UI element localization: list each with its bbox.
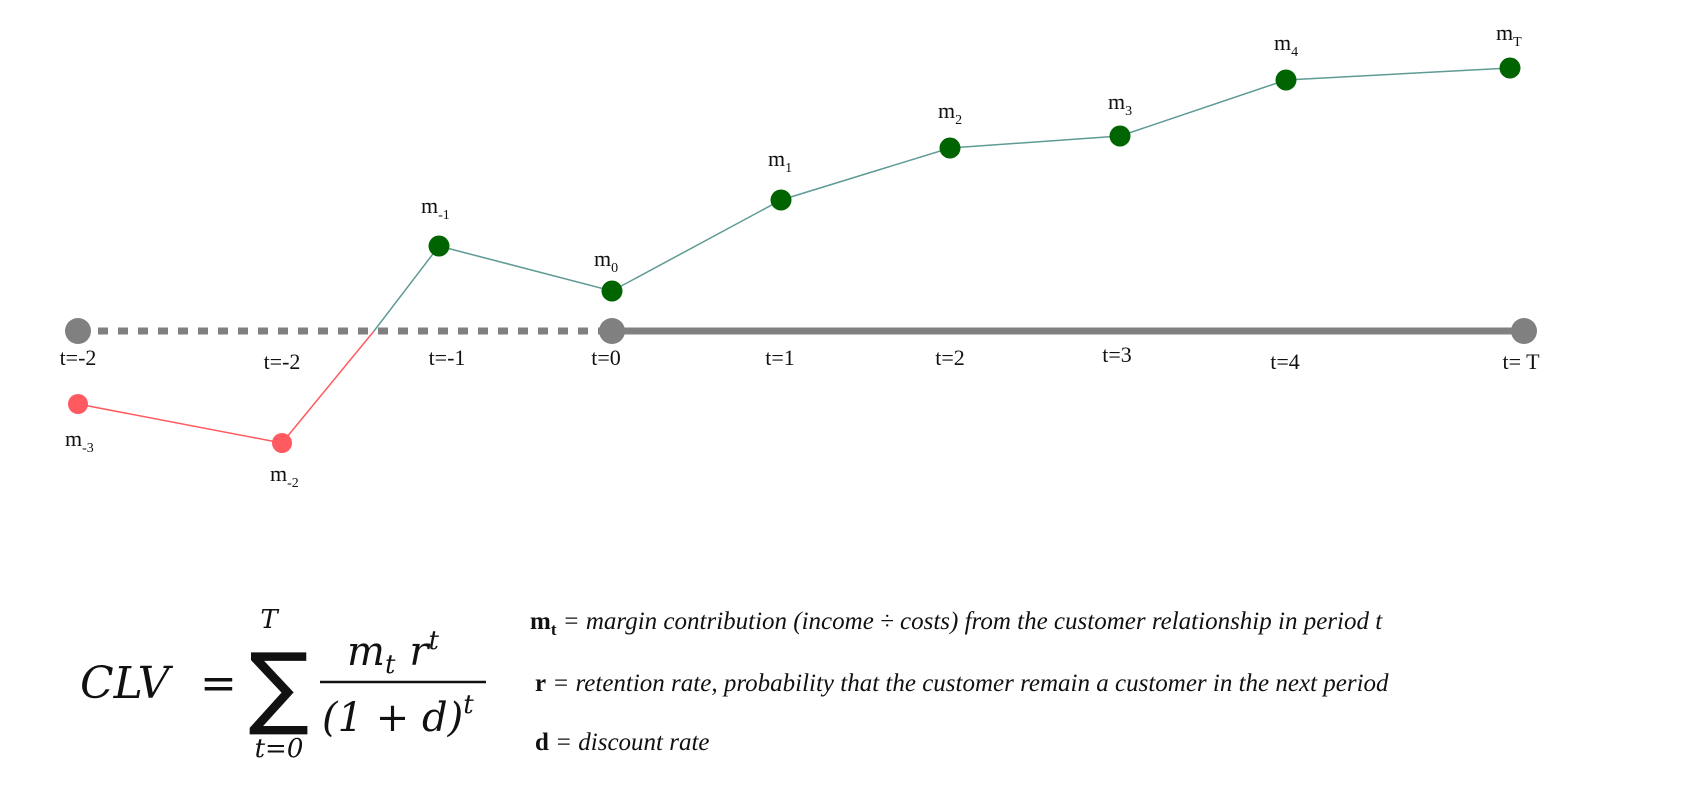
tick-label: t=-2: [264, 349, 301, 374]
margin-labels: m-3 m-2 m-1 m0 m1 m2 m3 m4 mT: [65, 20, 1522, 491]
margin-point-m-1: [428, 235, 450, 257]
red-margin-line: [77, 330, 375, 444]
tick-label: t=1: [765, 345, 795, 370]
green-margin-line: [373, 67, 1511, 332]
red-margin-series: [68, 330, 375, 453]
margin-label-m4: m4: [1274, 30, 1298, 60]
margin-label-m1: m1: [768, 146, 792, 176]
margin-point-m1: [770, 189, 792, 211]
margin-label-m-1: m-1: [421, 193, 450, 223]
margin-point-mT: [1499, 57, 1521, 79]
margin-label-m0: m0: [594, 246, 618, 276]
margin-point-m-2: [272, 433, 292, 453]
formula-lhs: CLV: [80, 658, 174, 709]
margin-point-m2: [939, 137, 961, 159]
green-margin-series: [373, 57, 1521, 332]
margin-label-m3: m3: [1108, 89, 1132, 119]
formula-denominator: (1 + d)t: [322, 690, 474, 741]
tick-label: t=2: [935, 345, 965, 370]
formula-numerator: mt rt: [347, 626, 440, 680]
clv-formula: CLV = T ∑ t=0 mt rt (1 + d)t: [80, 605, 486, 764]
tick-label: t=0: [591, 345, 621, 370]
tick-labels: t=-2 t=-2 t=-1 t=0 t=1 t=2 t=3 t=4 t= T: [60, 342, 1541, 374]
margin-point-m0: [601, 280, 623, 302]
margin-point-m3: [1109, 125, 1131, 147]
timeline-end-node: [1511, 318, 1537, 344]
tick-label: t=3: [1102, 342, 1132, 367]
timeline-start-node: [65, 318, 91, 344]
margin-label-m2: m2: [938, 98, 962, 128]
tick-label: t=-1: [429, 345, 466, 370]
definition-m: mt = margin contribution (income ÷ costs…: [530, 608, 1383, 639]
formula-equals: =: [200, 658, 237, 709]
margin-label-mT: mT: [1496, 20, 1522, 50]
margin-label-m-3: m-3: [65, 426, 94, 456]
margin-point-m-3: [68, 394, 88, 414]
tick-label: t= T: [1502, 349, 1540, 374]
formula-sum-lower: t=0: [255, 734, 304, 764]
tick-label: t=-2: [60, 345, 97, 370]
formula-sum-upper: T: [260, 605, 279, 635]
definition-d: d = discount rate: [535, 729, 710, 756]
timeline-t0-node: [599, 318, 625, 344]
summation-icon: ∑: [249, 634, 310, 739]
timeline-axis: [65, 318, 1537, 344]
margin-point-m4: [1275, 69, 1297, 91]
formula-definitions: mt = margin contribution (income ÷ costs…: [530, 608, 1389, 756]
margin-label-m-2: m-2: [270, 461, 299, 491]
definition-r: r = retention rate, probability that the…: [535, 670, 1389, 697]
tick-label: t=4: [1270, 349, 1300, 374]
